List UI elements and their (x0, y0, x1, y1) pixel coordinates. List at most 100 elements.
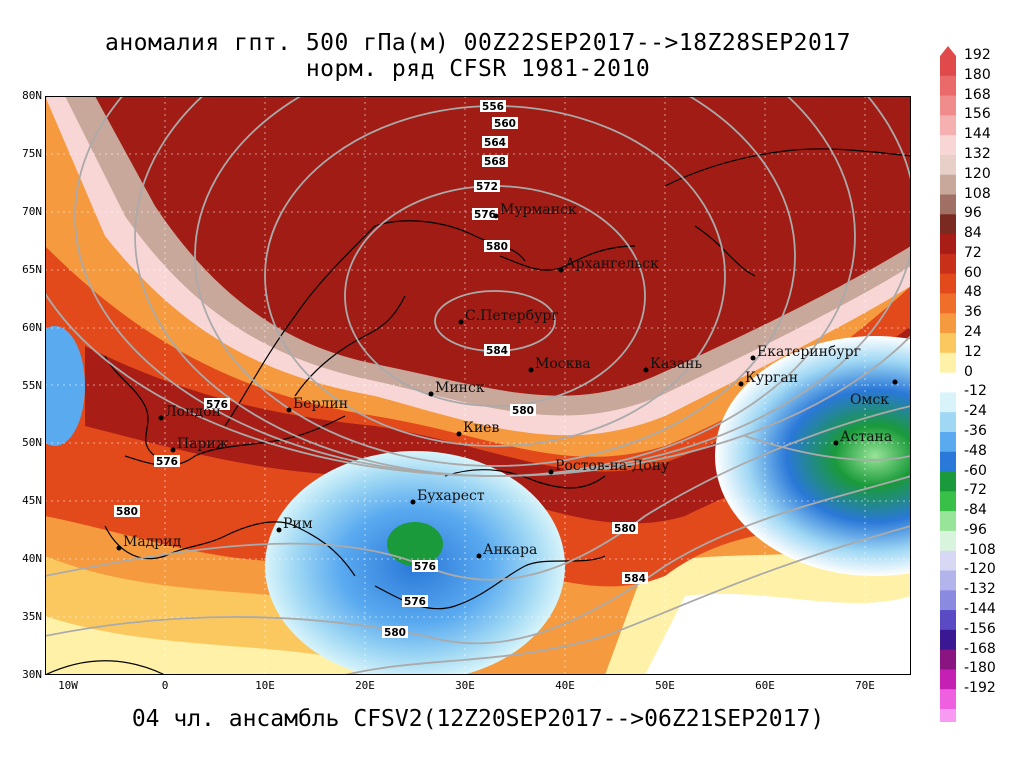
legend-label: 156 (964, 106, 991, 123)
lat-label: 70N (22, 204, 42, 218)
city-label: Мадрид (123, 534, 182, 550)
contour-label: 568 (484, 156, 506, 168)
legend-label: -84 (964, 502, 987, 519)
legend-swatch (940, 115, 956, 136)
legend-swatch (940, 293, 956, 314)
contour-label: 580 (116, 506, 138, 518)
legend-label: 48 (964, 284, 982, 301)
city-label: Москва (535, 356, 591, 372)
legend-swatch (940, 214, 956, 235)
legend-swatch (940, 412, 956, 433)
contour-label: 584 (624, 573, 646, 585)
city-label: С.Петербург (465, 308, 559, 324)
legend-swatch (940, 95, 956, 116)
city-label: Париж (177, 436, 229, 452)
city-label: Лондон (165, 404, 221, 420)
legend-label: 180 (964, 66, 991, 83)
lat-label: 80N (22, 89, 42, 102)
legend-label: -192 (964, 680, 996, 697)
legend-swatch (940, 56, 956, 77)
lon-label: 70E (855, 679, 875, 692)
city-label: Минск (435, 380, 485, 396)
city-dot (493, 213, 499, 219)
legend-label: 72 (964, 244, 982, 261)
legend-top-arrow (940, 46, 956, 56)
legend-label: -156 (964, 620, 996, 637)
legend-swatch (940, 629, 956, 651)
legend-swatch (940, 352, 956, 374)
city-label: Киев (463, 420, 499, 436)
legend-swatch (940, 689, 956, 710)
city-label: Архангельск (565, 256, 659, 272)
legend-swatch (940, 431, 956, 453)
contour-label: 576 (206, 399, 228, 411)
legend-swatch (940, 135, 956, 156)
legend-label: -24 (964, 403, 987, 420)
legend-swatch (940, 174, 956, 196)
legend-label: 12 (964, 343, 982, 360)
city-label: Берлин (293, 396, 348, 412)
contour-labels: 556 560 564 568 572 576 580 584 576 576 580 580 576 5… (114, 100, 648, 639)
legend-swatch (940, 669, 956, 690)
lat-label: 45N (22, 494, 42, 508)
lon-label: 20E (355, 679, 375, 692)
legend-label: -144 (964, 601, 996, 618)
legend-swatch (940, 570, 956, 591)
lon-label: 10W (58, 679, 78, 692)
city-label: Рим (283, 516, 313, 532)
legend-label: 144 (964, 126, 991, 143)
legend-label: -108 (964, 541, 996, 558)
lon-label: 50E (655, 679, 675, 692)
coastlines (45, 148, 911, 675)
city-label: Бухарест (417, 488, 485, 504)
legend-label: 168 (964, 86, 991, 103)
contour-label: 576 (414, 561, 436, 573)
lon-label: 0 (161, 679, 169, 692)
city-dot (476, 553, 482, 559)
legend-swatch (940, 491, 956, 512)
legend-label: -12 (964, 383, 987, 400)
lat-label: 60N (22, 320, 42, 334)
legend-label: -132 (964, 581, 996, 598)
ensemble-caption: 04 чл. ансамбль CFSV2(12Z20SEP2017-->06Z… (131, 706, 825, 732)
legend-label: 84 (964, 225, 982, 242)
contour-label: 576 (404, 596, 426, 608)
city-label: Мурманск (500, 202, 577, 218)
legend-swatch (940, 550, 956, 571)
legend-label: 60 (964, 264, 982, 281)
legend-swatch (940, 333, 956, 354)
legend-label: -168 (964, 640, 996, 657)
contour-label: 580 (384, 627, 406, 639)
contour-label: 572 (476, 181, 498, 193)
legend-swatch (940, 709, 956, 722)
city-label: Омск (850, 392, 889, 408)
lon-label: 30E (455, 679, 475, 692)
city-dot (276, 527, 282, 533)
legend-label: -72 (964, 482, 987, 499)
legend-label: 120 (964, 165, 991, 182)
lat-label: 75N (22, 146, 42, 160)
legend-swatch (940, 313, 956, 334)
color-legend (940, 46, 956, 722)
legend-swatch (940, 511, 956, 532)
lat-label: 65N (22, 262, 42, 276)
legend-label: -36 (964, 422, 987, 439)
contour-label: 584 (486, 345, 508, 357)
lon-label: 60E (755, 679, 775, 692)
legend-swatch (940, 610, 956, 631)
legend-label: 108 (964, 185, 991, 202)
contour-label: 556 (482, 101, 504, 113)
city-dot (410, 499, 416, 505)
legend-label: -48 (964, 442, 987, 459)
city-label: Ростов-на-Дону (555, 458, 670, 474)
legend-swatch (940, 154, 956, 176)
legend-swatch (940, 649, 956, 670)
lat-label: 40N (22, 552, 42, 566)
legend-label: 36 (964, 304, 982, 321)
legend-swatch (940, 451, 956, 473)
height-contours (45, 96, 911, 675)
city-label: Курган (745, 370, 798, 386)
contour-label: 580 (486, 241, 508, 253)
legend-swatch (940, 471, 956, 492)
lat-label: 35N (22, 610, 42, 624)
